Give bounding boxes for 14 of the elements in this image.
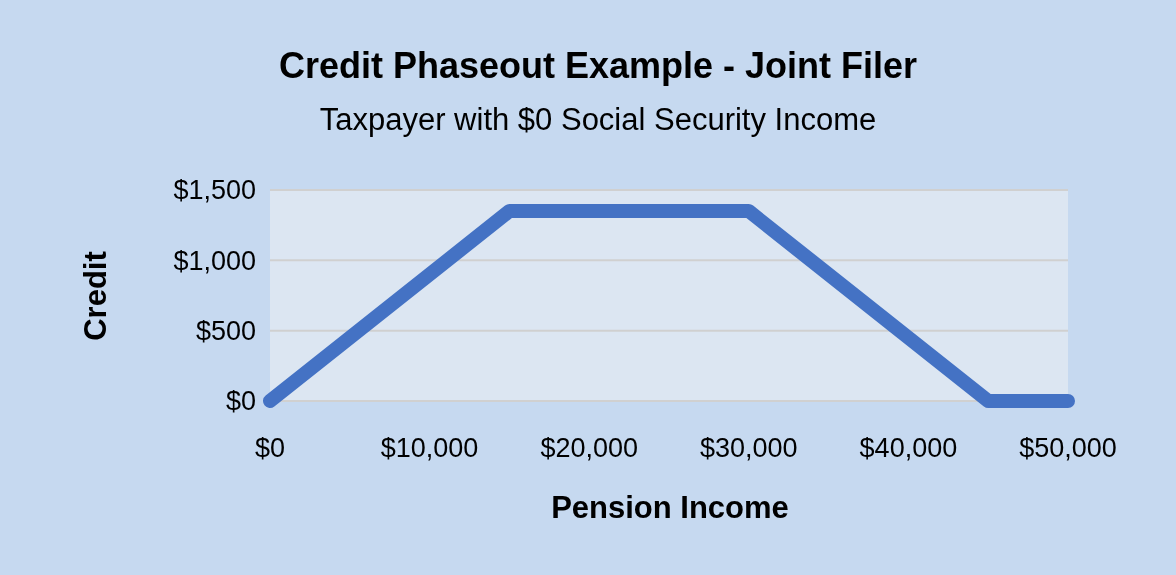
x-tick-label: $0 bbox=[254, 433, 286, 463]
x-axis-title: Pension Income bbox=[551, 490, 789, 525]
y-tick-label: $1,000 bbox=[173, 245, 256, 276]
y-axis-title: Credit bbox=[78, 251, 113, 341]
x-tick-label: $40,000 bbox=[859, 433, 958, 463]
x-tick-label: $50,000 bbox=[1019, 433, 1117, 463]
x-tick-label: $20,000 bbox=[540, 433, 638, 463]
chart-subtitle: Taxpayer with $0 Social Security Income bbox=[319, 102, 877, 137]
x-tick-label: $30,000 bbox=[700, 433, 798, 463]
x-tick-label: $10,000 bbox=[380, 433, 479, 463]
y-tick-label: $0 bbox=[225, 386, 256, 417]
y-tick-label: $500 bbox=[195, 316, 256, 347]
y-tick-label: $1,500 bbox=[173, 175, 256, 206]
chart-title: Credit Phaseout Example - Joint Filer bbox=[278, 45, 918, 86]
